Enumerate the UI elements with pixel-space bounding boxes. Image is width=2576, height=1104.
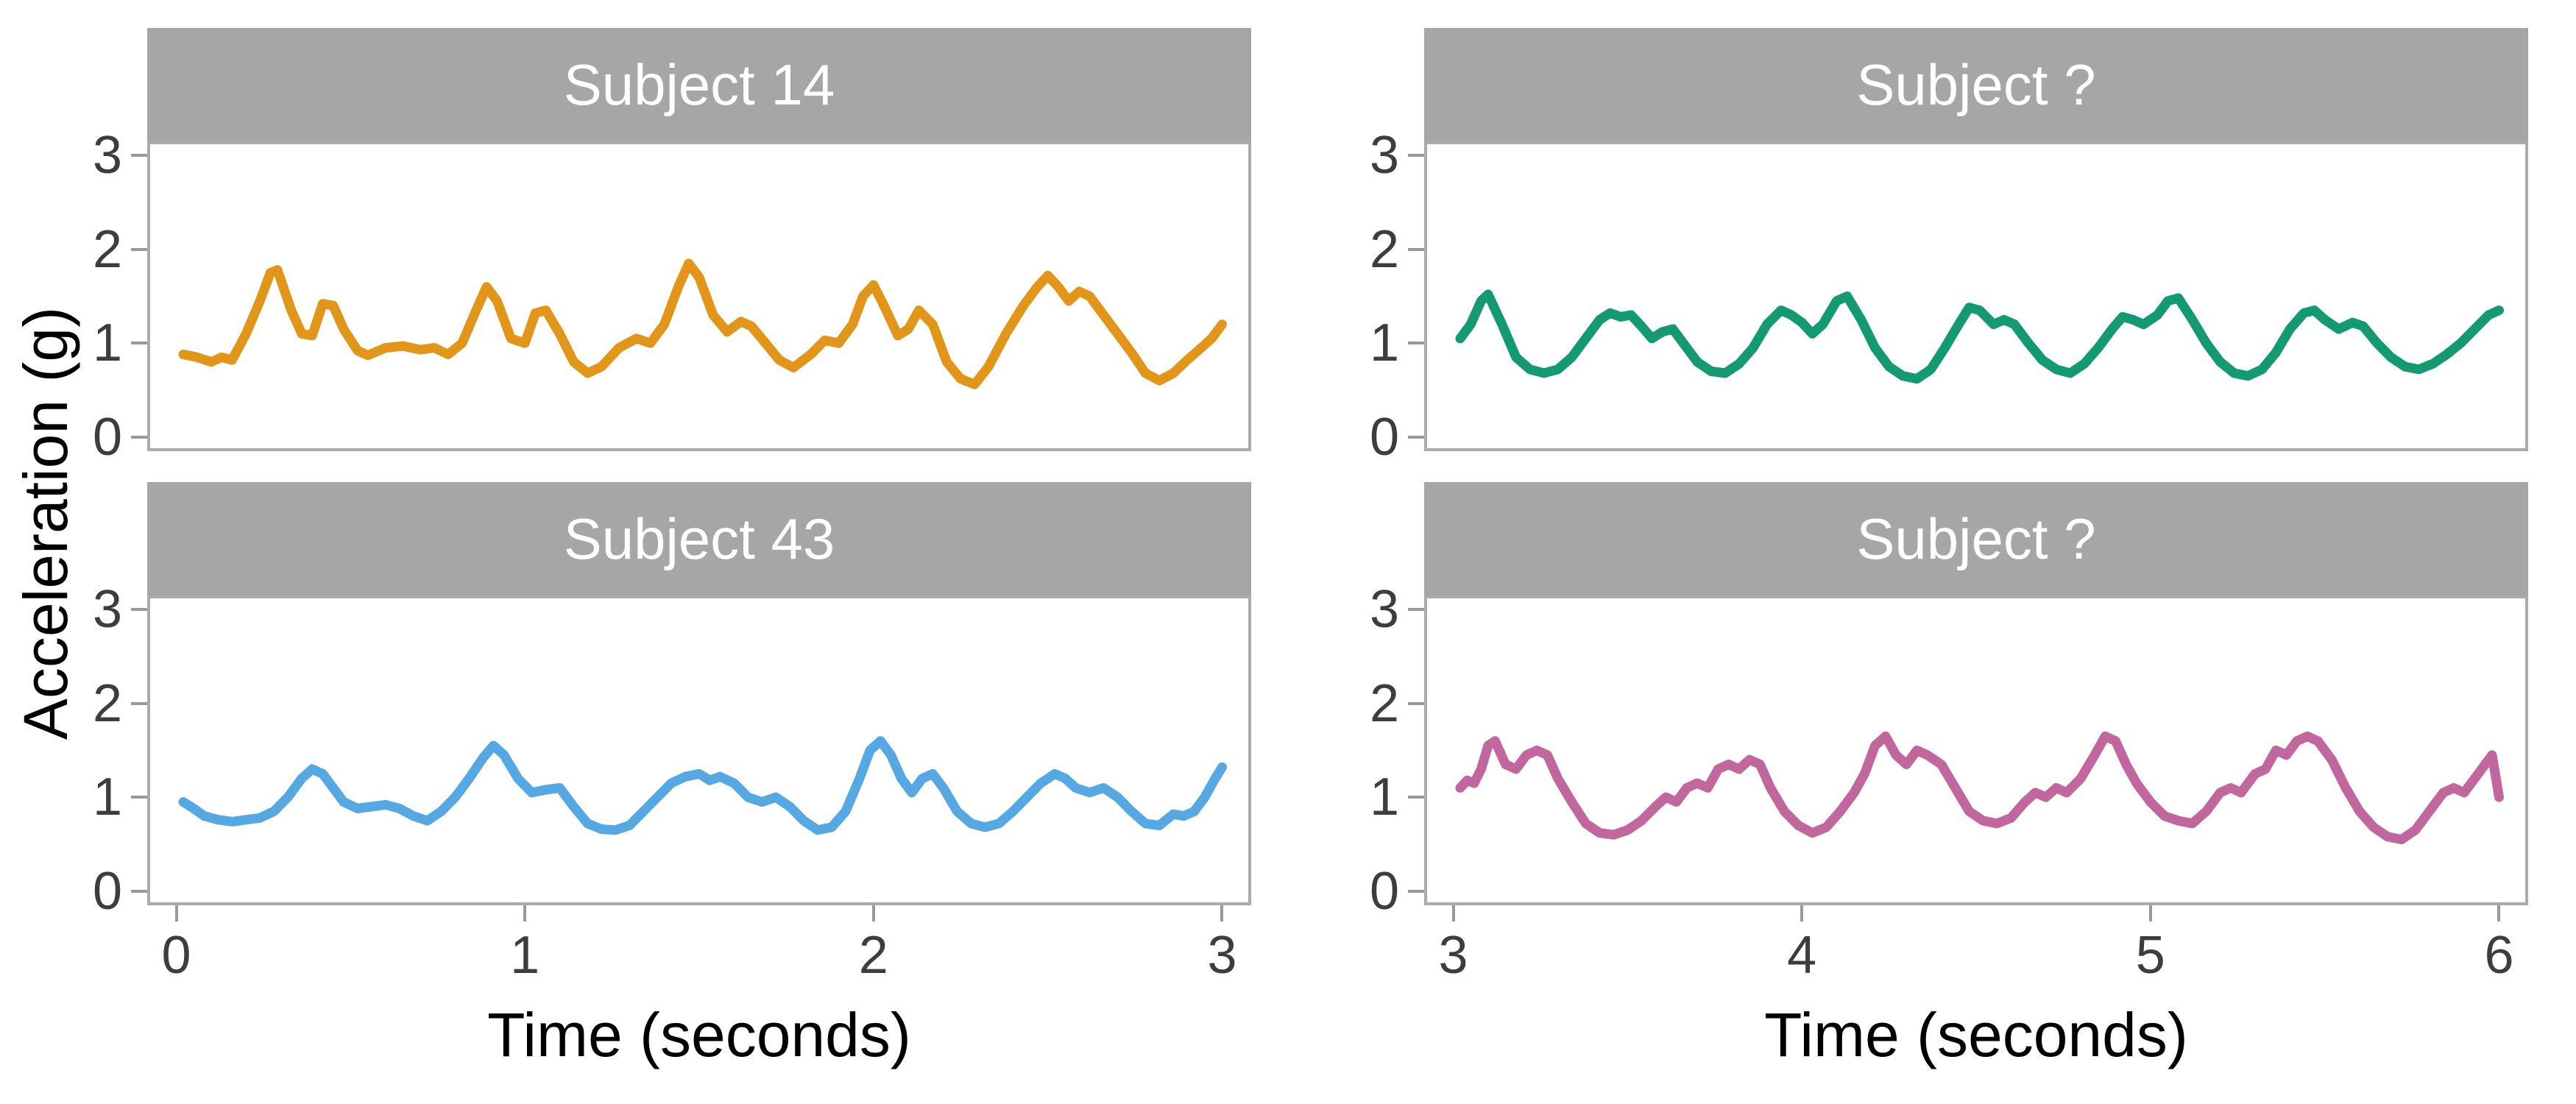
y-tick-label: 2	[1369, 219, 1399, 279]
line-chart-subject-unknown-2	[1455, 731, 2504, 845]
line-chart-subject-43	[178, 736, 1227, 835]
x-tick-label: 6	[2484, 926, 2514, 985]
facet-strip-subject-14: Subject 14	[147, 28, 1251, 141]
x-tick-label: 5	[2135, 926, 2165, 985]
y-tick-label: 2	[92, 219, 122, 279]
facet-strip-label: Subject ?	[1856, 52, 2096, 117]
facet-strip-label: Subject ?	[1856, 506, 2096, 571]
y-tick-label: 0	[92, 407, 122, 467]
x-tick-mark	[1220, 905, 1224, 921]
y-tick-label: 0	[1369, 861, 1399, 921]
y-tick-mark	[1408, 435, 1424, 439]
x-tick-mark	[1800, 905, 1804, 921]
panel-subject-14	[147, 141, 1251, 451]
facet-strip-label: Subject 43	[563, 506, 835, 571]
line-chart-subject-unknown-1	[1455, 289, 2504, 384]
x-axis-title-right: Time (seconds)	[1764, 1000, 2188, 1069]
x-tick-label: 1	[510, 926, 540, 985]
x-tick-mark	[523, 905, 527, 921]
x-tick-label: 3	[1207, 926, 1237, 985]
series-line	[178, 736, 1227, 835]
x-axis-title-left: Time (seconds)	[487, 1000, 911, 1069]
y-tick-mark	[131, 342, 147, 345]
facet-strip-label: Subject 14	[563, 52, 835, 117]
y-tick-mark	[1408, 796, 1424, 799]
y-tick-label: 3	[92, 580, 122, 640]
facet-strip-subject-unknown-2: Subject ?	[1424, 482, 2528, 595]
y-tick-mark	[131, 435, 147, 439]
series-line	[1455, 289, 2504, 384]
x-tick-label: 2	[858, 926, 888, 985]
y-tick-label: 2	[92, 673, 122, 733]
x-tick-label: 3	[1438, 926, 1468, 985]
y-tick-mark	[1408, 154, 1424, 158]
y-tick-mark	[1408, 701, 1424, 705]
x-tick-mark	[174, 905, 178, 921]
y-tick-label: 1	[1369, 768, 1399, 827]
y-tick-label: 1	[92, 768, 122, 827]
y-tick-label: 0	[1369, 407, 1399, 467]
x-tick-mark	[1451, 905, 1455, 921]
y-tick-label: 1	[1369, 314, 1399, 373]
y-tick-label: 1	[92, 314, 122, 373]
y-tick-mark	[131, 889, 147, 893]
y-tick-label: 3	[1369, 580, 1399, 640]
y-tick-label: 3	[92, 126, 122, 185]
y-tick-label: 2	[1369, 673, 1399, 733]
x-tick-mark	[2497, 905, 2501, 921]
line-chart-subject-14	[178, 258, 1227, 389]
y-tick-mark	[1408, 889, 1424, 893]
y-tick-mark	[131, 608, 147, 612]
y-tick-mark	[1408, 608, 1424, 612]
series-line	[1455, 731, 2504, 845]
panel-subject-43	[147, 595, 1251, 905]
y-tick-mark	[1408, 247, 1424, 251]
x-tick-label: 0	[161, 926, 191, 985]
y-tick-mark	[131, 796, 147, 799]
x-tick-label: 4	[1787, 926, 1817, 985]
y-tick-label: 0	[92, 861, 122, 921]
y-tick-mark	[131, 154, 147, 158]
y-tick-mark	[131, 701, 147, 705]
series-line	[178, 258, 1227, 389]
y-tick-label: 3	[1369, 126, 1399, 185]
panel-subject-unknown-1	[1424, 141, 2528, 451]
facet-strip-subject-unknown-1: Subject ?	[1424, 28, 2528, 141]
y-tick-mark	[1408, 342, 1424, 345]
x-tick-mark	[871, 905, 875, 921]
panel-subject-unknown-2	[1424, 595, 2528, 905]
x-tick-mark	[2148, 905, 2152, 921]
facet-strip-subject-43: Subject 43	[147, 482, 1251, 595]
y-tick-mark	[131, 247, 147, 251]
